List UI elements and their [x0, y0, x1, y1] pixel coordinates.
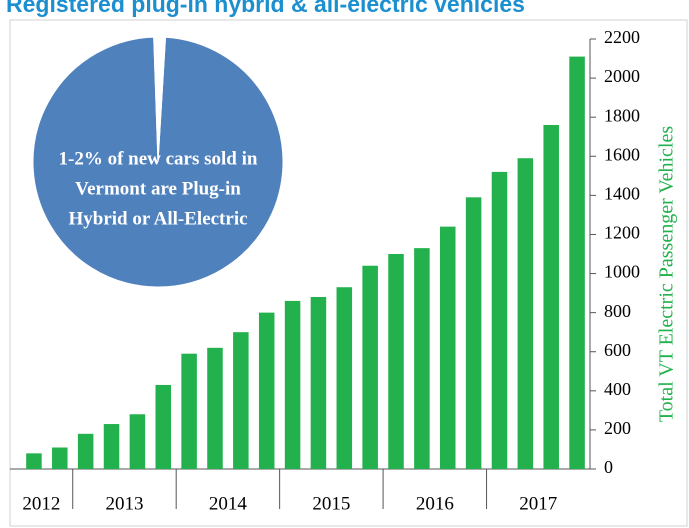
bar — [181, 353, 197, 469]
bar — [207, 347, 223, 469]
y-tick-label: 400 — [604, 379, 631, 399]
pie-slice — [32, 36, 284, 288]
bar — [569, 56, 585, 469]
x-group-label: 2017 — [519, 493, 557, 514]
x-group-label: 2015 — [312, 493, 350, 514]
x-group-label: 2013 — [105, 493, 143, 514]
y-tick-label: 2000 — [604, 66, 640, 86]
y-tick-label: 1800 — [604, 105, 640, 125]
bar — [310, 297, 327, 469]
bar — [543, 125, 559, 469]
bar — [491, 171, 508, 469]
x-group-label: 2016 — [416, 493, 454, 514]
y-tick-label: 800 — [604, 301, 631, 321]
y-tick-label: 2200 — [604, 27, 640, 47]
y-tick-label: 200 — [604, 418, 631, 438]
bar — [26, 453, 42, 469]
bar — [233, 332, 249, 469]
bar — [258, 312, 275, 469]
bar — [52, 447, 68, 469]
bar — [77, 433, 94, 469]
chart-title: Registered plug-in hybrid & all-electric… — [6, 0, 525, 17]
y-tick-label: 1000 — [604, 262, 640, 282]
bar — [439, 226, 456, 469]
y-tick-label: 1200 — [604, 223, 640, 243]
pie-annotation: Vermont are Plug-in — [75, 178, 241, 199]
y-tick-label: 1600 — [604, 144, 640, 164]
pie-annotation: Hybrid or All-Electric — [68, 208, 247, 229]
x-group-label: 2014 — [209, 493, 248, 514]
y-tick-label: 1400 — [604, 183, 640, 203]
bar — [414, 248, 430, 469]
bar — [284, 300, 301, 469]
y-axis-label: Total VT Electric Passenger Vehicles — [656, 126, 678, 423]
bar — [129, 414, 146, 469]
bar — [336, 287, 353, 469]
bar — [465, 197, 482, 469]
y-tick-label: 600 — [604, 340, 631, 360]
bar — [517, 158, 534, 469]
bar — [103, 424, 120, 469]
bar — [388, 254, 404, 469]
pie-slice — [153, 36, 167, 163]
pie-annotation: 1-2% of new cars sold in — [59, 148, 258, 169]
y-tick-label: 0 — [604, 457, 613, 477]
bar — [362, 265, 378, 469]
bar — [155, 384, 172, 469]
x-group-label: 2012 — [22, 493, 60, 514]
